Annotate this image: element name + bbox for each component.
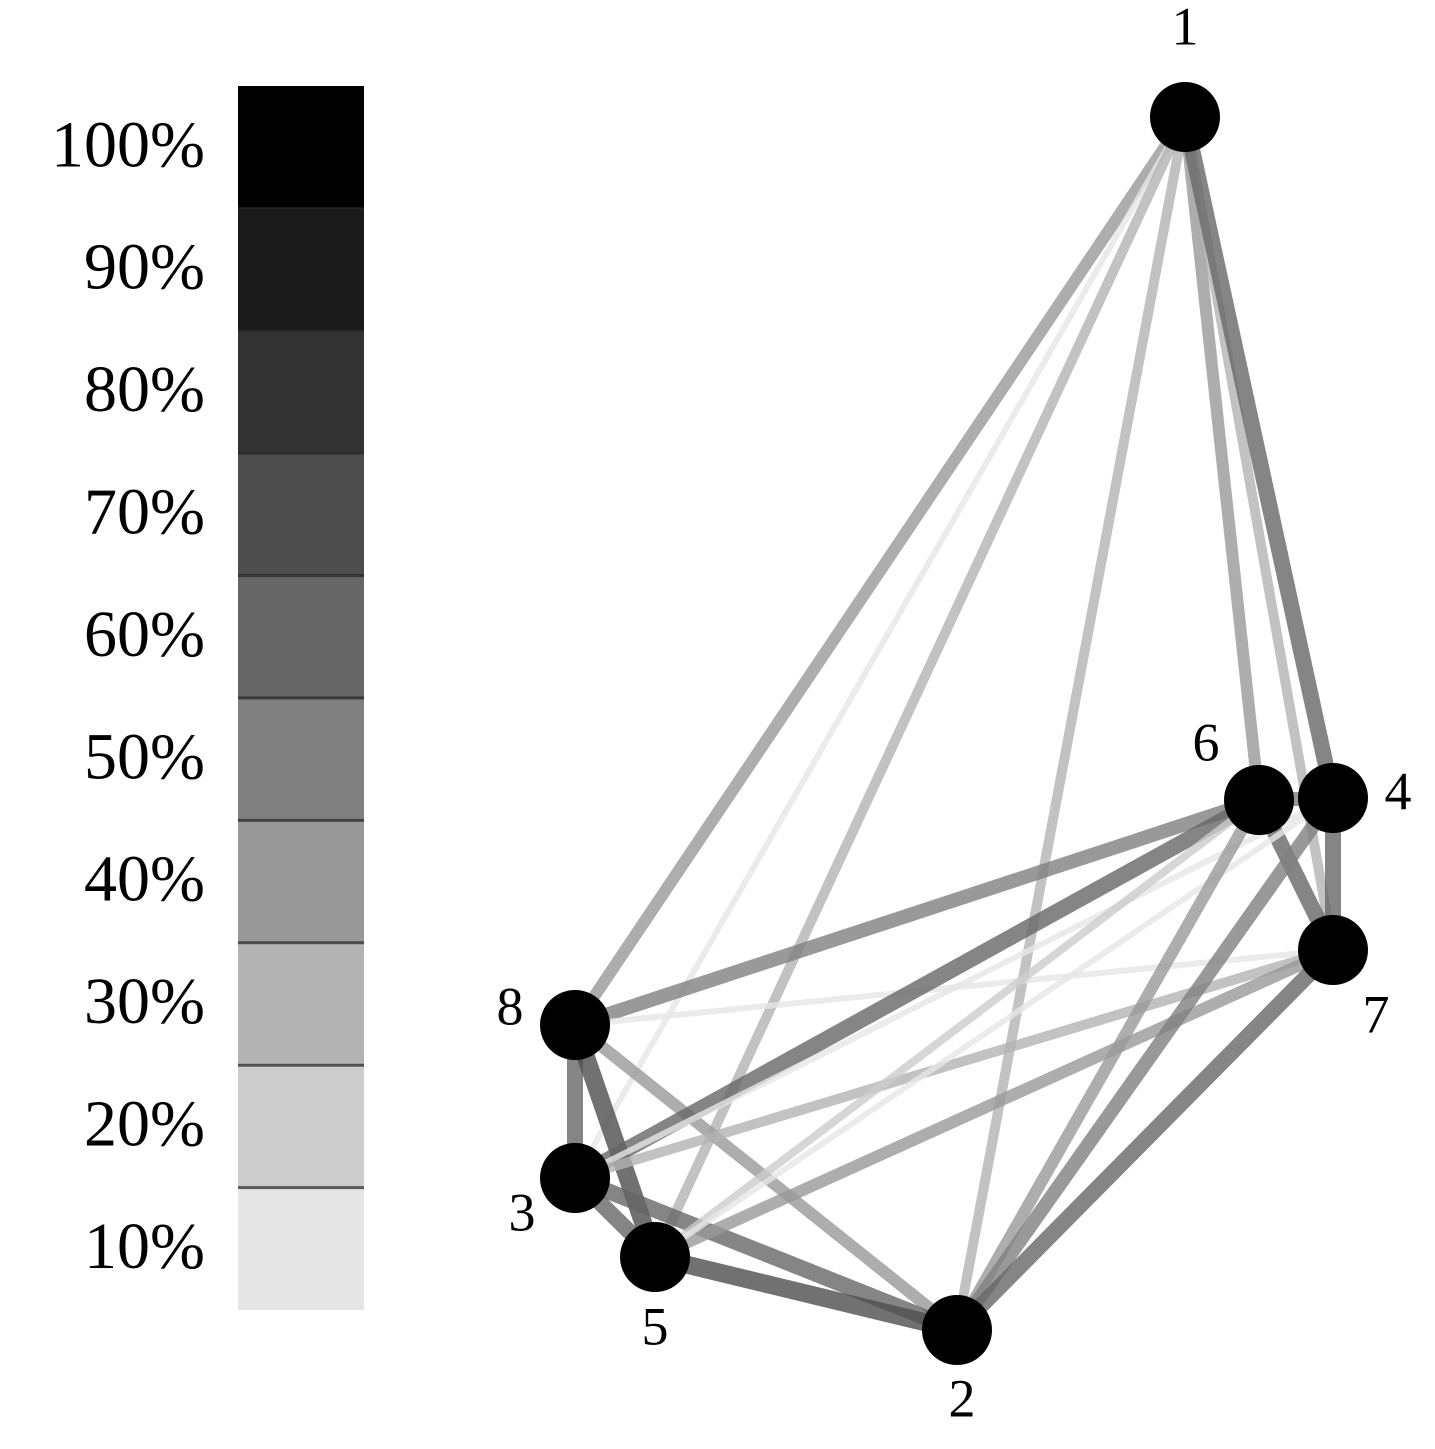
- edge: [951, 944, 1339, 1336]
- legend-swatch: [238, 820, 364, 943]
- node: [1150, 82, 1220, 152]
- edge: [1179, 116, 1265, 801]
- legend: 100% 90% 80% 70% 60% 50% 40% 30% 20% 10%: [51, 86, 364, 1310]
- edge: [951, 793, 1339, 1335]
- edge: [566, 1022, 664, 1260]
- edge: [952, 116, 1190, 1331]
- node-label: 6: [1193, 712, 1220, 772]
- edges: [566, 113, 1341, 1339]
- edge: [572, 793, 1262, 1032]
- legend-swatch: [238, 453, 364, 576]
- nodes: 1 2 3 4 5 6 7 8: [497, 0, 1412, 1428]
- legend-swatch: [238, 942, 364, 1066]
- legend-label: 40%: [84, 843, 205, 916]
- node-label: 8: [497, 976, 524, 1036]
- legend-label: 10%: [84, 1210, 205, 1283]
- edge: [572, 115, 1188, 1180]
- legend-label: 20%: [84, 1088, 205, 1161]
- legend-label: 70%: [84, 476, 205, 549]
- node: [1224, 765, 1294, 835]
- legend-swatch: [238, 86, 364, 209]
- node-label: 7: [1363, 984, 1390, 1044]
- edge: [951, 797, 1265, 1333]
- legend-swatch: [238, 698, 364, 821]
- node-label: 1: [1172, 0, 1199, 56]
- legend-label: 60%: [84, 598, 205, 671]
- node: [620, 1222, 690, 1292]
- node-label: 3: [509, 1182, 536, 1242]
- node: [922, 1295, 992, 1365]
- legend-swatch: [238, 330, 364, 454]
- node: [1298, 763, 1368, 833]
- node-label: 2: [949, 1368, 976, 1428]
- node: [540, 990, 610, 1060]
- legend-label: 30%: [84, 965, 205, 1038]
- node-label: 4: [1385, 761, 1412, 821]
- node: [540, 1143, 610, 1213]
- legend-swatch: [238, 575, 364, 698]
- edge: [573, 795, 1335, 1181]
- legend-swatch: [238, 208, 364, 331]
- edge: [571, 792, 1263, 1186]
- edge: [1177, 115, 1341, 800]
- legend-swatch: [238, 1065, 364, 1188]
- edge: [652, 1248, 960, 1339]
- edge: [652, 944, 1336, 1263]
- legend-label: 90%: [84, 231, 205, 304]
- edge: [652, 796, 1262, 1261]
- legend-label: 50%: [84, 720, 205, 793]
- node-label: 5: [642, 1296, 669, 1356]
- edge: [650, 114, 1190, 1260]
- legend-label: 80%: [84, 353, 205, 426]
- legend-label: 100%: [51, 108, 205, 181]
- node: [1298, 915, 1368, 985]
- legend-swatch: [238, 1187, 364, 1310]
- edge: [570, 113, 1190, 1029]
- edge: [572, 1170, 960, 1338]
